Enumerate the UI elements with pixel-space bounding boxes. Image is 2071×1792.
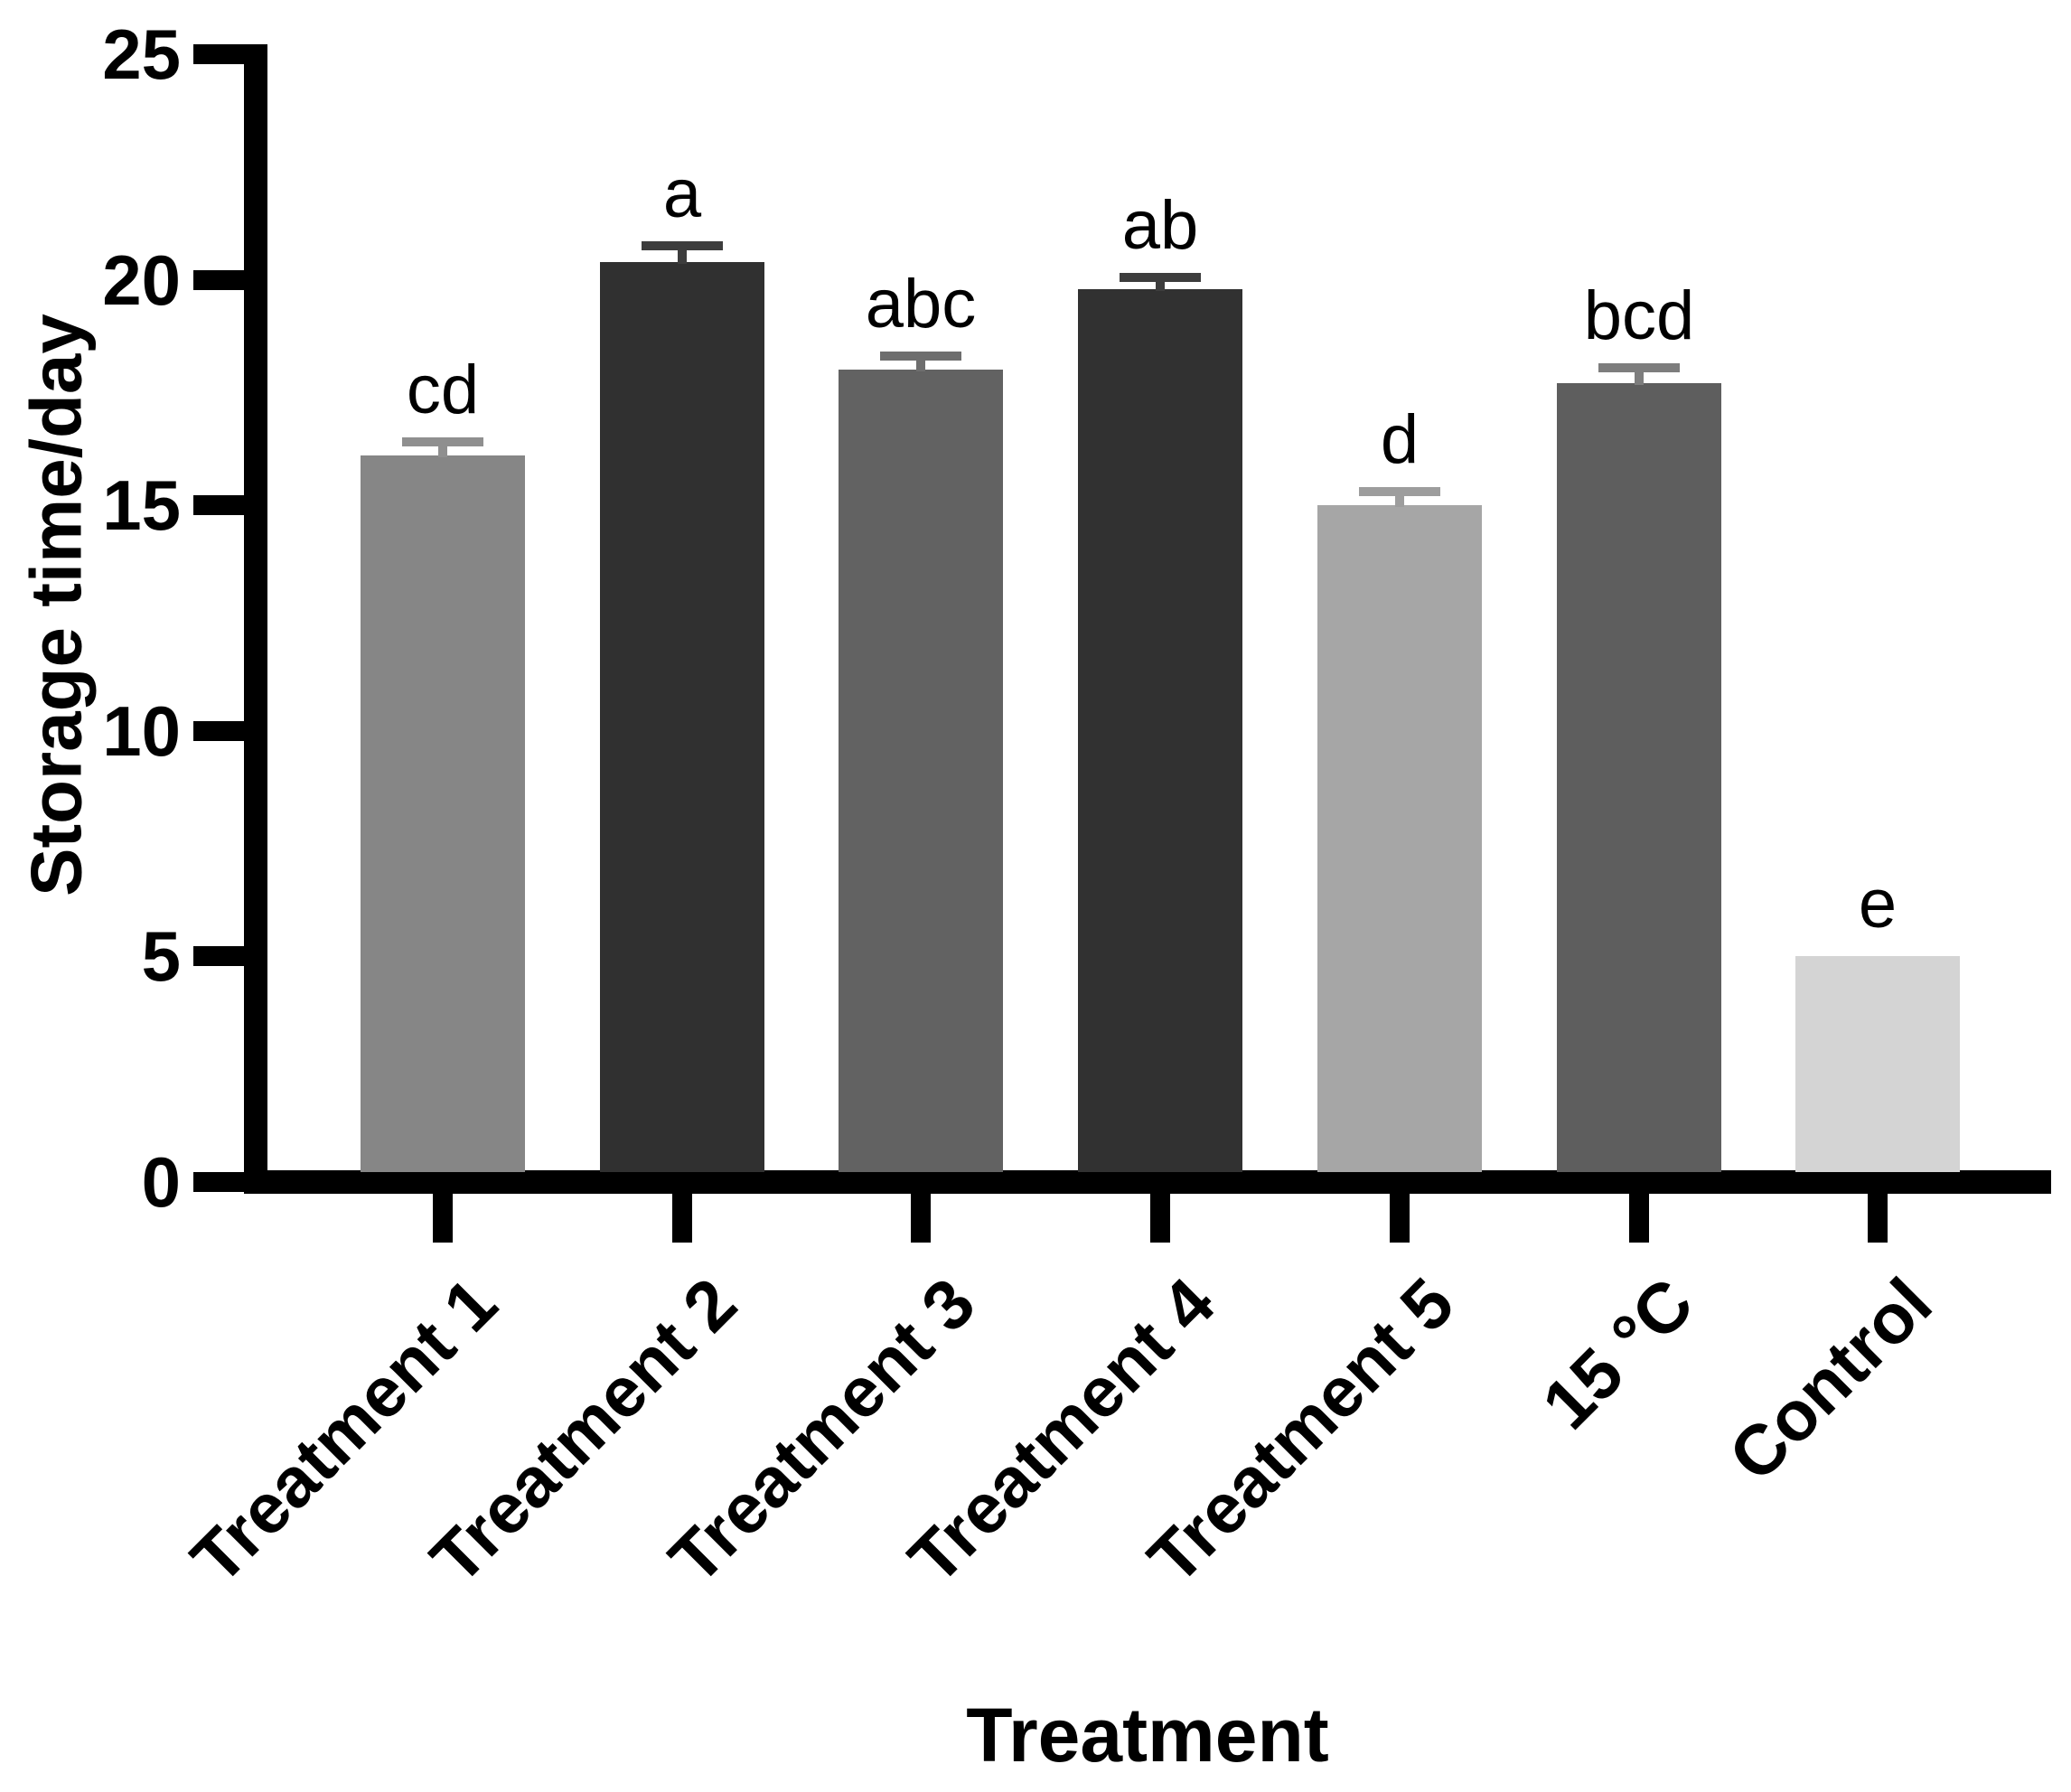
x-tick-label: Treatment 4 — [893, 1262, 1230, 1600]
significance-letter: ab — [1121, 187, 1199, 264]
bar — [600, 262, 764, 1172]
error-bar-stem — [438, 442, 447, 457]
error-bar-stem — [916, 356, 925, 371]
significance-letter: d — [1380, 401, 1420, 478]
error-bar-stem — [678, 246, 687, 264]
error-bar-cap — [880, 352, 961, 361]
significance-letter: bcd — [1583, 277, 1695, 354]
x-tick — [433, 1194, 453, 1243]
bar — [1317, 505, 1482, 1172]
y-tick — [193, 946, 246, 966]
significance-letter: abc — [865, 266, 977, 342]
x-tick-label: Control — [1713, 1262, 1947, 1496]
y-axis-line — [244, 44, 267, 1194]
x-tick — [1390, 1194, 1410, 1243]
significance-letter: cd — [406, 352, 480, 428]
error-bar-stem — [1156, 277, 1165, 291]
x-tick-label: Treatment 5 — [1132, 1262, 1469, 1600]
significance-letter: e — [1858, 866, 1898, 943]
y-tick-label: 20 — [102, 240, 181, 320]
bar — [1557, 383, 1721, 1172]
bar — [1078, 289, 1242, 1172]
error-bar-stem — [1395, 492, 1404, 507]
y-tick — [193, 721, 246, 741]
x-tick — [672, 1194, 692, 1243]
x-tick-label: Treatment 2 — [415, 1262, 752, 1600]
x-tick — [1868, 1194, 1888, 1243]
y-tick-label: 0 — [141, 1142, 181, 1222]
x-tick — [1629, 1194, 1649, 1243]
error-bar-cap — [402, 437, 483, 446]
y-tick-label: 15 — [102, 465, 181, 545]
y-tick — [193, 270, 246, 290]
x-tick — [911, 1194, 931, 1243]
y-axis-title: Storage time/day — [15, 314, 97, 896]
error-bar-cap — [1359, 487, 1440, 496]
y-tick-label: 5 — [141, 916, 181, 996]
error-bar-cap — [1598, 363, 1680, 372]
bar — [839, 370, 1003, 1172]
y-tick — [193, 44, 246, 64]
significance-letter: a — [662, 155, 702, 232]
y-tick — [193, 495, 246, 515]
error-bar-cap — [642, 241, 723, 250]
y-tick-label: 25 — [102, 14, 181, 94]
x-tick-label: 15 °C — [1526, 1262, 1709, 1445]
x-tick-label: Treatment 1 — [175, 1262, 512, 1600]
y-tick — [193, 1172, 246, 1192]
bar — [1795, 956, 1960, 1172]
x-tick — [1150, 1194, 1170, 1243]
error-bar-stem — [1635, 368, 1644, 385]
y-tick-label: 10 — [102, 691, 181, 771]
x-axis-line — [244, 1170, 2051, 1194]
x-axis-title: Treatment — [966, 1693, 1329, 1778]
bar — [361, 455, 525, 1172]
x-tick-label: Treatment 3 — [653, 1262, 990, 1600]
error-bar-cap — [1120, 273, 1201, 282]
